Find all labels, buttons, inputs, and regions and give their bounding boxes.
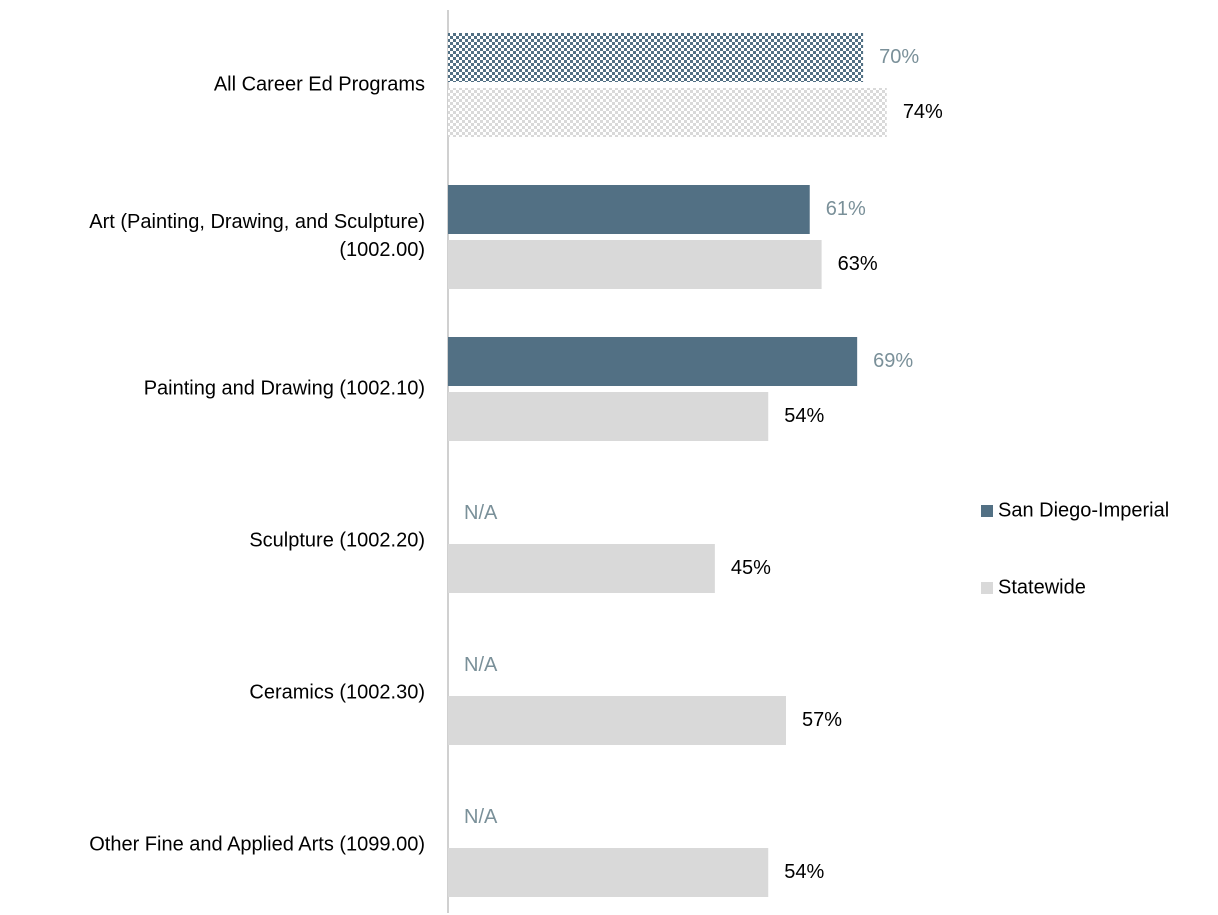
legend-label: San Diego-Imperial xyxy=(998,499,1169,521)
value-label: 54% xyxy=(784,405,824,427)
value-label: N/A xyxy=(464,654,498,676)
value-label: 74% xyxy=(903,101,943,123)
value-label: N/A xyxy=(464,502,498,524)
bar xyxy=(448,696,787,745)
bar xyxy=(448,185,810,234)
value-label: 70% xyxy=(879,46,919,68)
category-label: Painting and Drawing (1002.10) xyxy=(144,377,425,399)
bar xyxy=(448,392,769,441)
category-label: Art (Painting, Drawing, and Sculpture) (1… xyxy=(89,211,425,261)
value-label: 57% xyxy=(802,709,842,731)
value-label: 63% xyxy=(838,253,878,275)
bar xyxy=(448,33,864,82)
bar xyxy=(448,544,715,593)
category-label: Ceramics (1002.30) xyxy=(249,681,425,703)
value-label: 45% xyxy=(731,557,771,579)
bar xyxy=(448,337,858,386)
bar xyxy=(448,848,769,897)
value-label: 61% xyxy=(826,198,866,220)
category-label: All Career Ed Programs xyxy=(214,73,425,95)
legend-swatch xyxy=(981,582,993,594)
bar xyxy=(448,88,887,137)
category-label: Sculpture (1002.20) xyxy=(249,529,425,551)
category-label-line: Art (Painting, Drawing, and Sculpture) xyxy=(89,211,425,233)
value-label: N/A xyxy=(464,806,498,828)
bar xyxy=(448,240,822,289)
category-label-line: (1002.00) xyxy=(339,239,425,261)
legend-label: Statewide xyxy=(998,576,1086,598)
value-label: 69% xyxy=(873,350,913,372)
legend-swatch xyxy=(981,505,993,517)
value-label: 54% xyxy=(784,861,824,883)
category-label: Other Fine and Applied Arts (1099.00) xyxy=(89,833,425,855)
